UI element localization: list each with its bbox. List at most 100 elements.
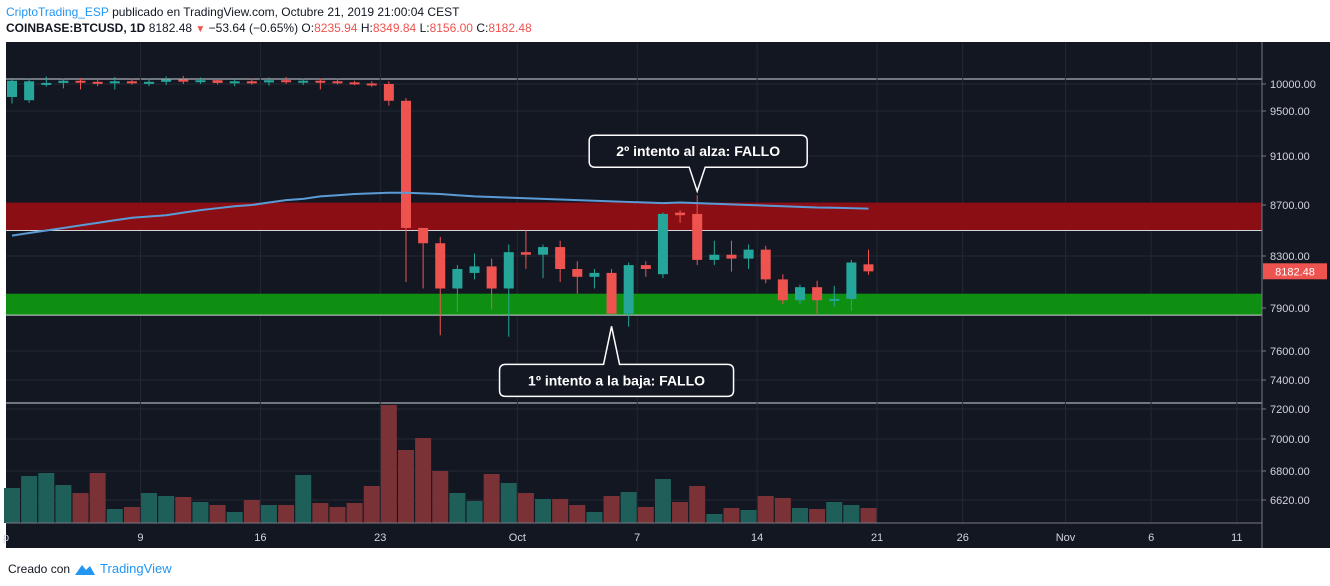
candle-body [24, 81, 35, 101]
close-value: 8182.48 [488, 21, 532, 35]
candle-body [503, 252, 514, 289]
volume-bar [363, 486, 380, 523]
candle-body [812, 287, 823, 301]
candle-body [606, 272, 617, 314]
volume-bar [843, 505, 860, 523]
published-text: publicado en TradingView.com, Octubre 21… [112, 5, 460, 19]
candle-body [520, 252, 531, 255]
moving-average-line [11, 191, 869, 237]
x-tick-label: 7 [634, 532, 640, 544]
volume-bars [4, 405, 877, 523]
candle-body [7, 80, 17, 97]
candle-body [298, 80, 309, 83]
y-tick-label: 6620.00 [1270, 495, 1310, 507]
volume-bar [637, 507, 654, 523]
volume-bar [21, 476, 38, 523]
volume-bar [466, 501, 483, 523]
volume-bar [72, 493, 89, 523]
annotation-text: 2º intento al alza: FALLO [616, 143, 780, 159]
volume-bar [586, 512, 603, 523]
candle-body [640, 265, 651, 269]
candle-body [178, 79, 189, 82]
candle-body [332, 81, 343, 84]
y-tick-label: 7200.00 [1270, 404, 1310, 416]
down-arrow-icon: ▼ [195, 24, 206, 35]
annotation-text: 1º intento a la baja: FALLO [528, 372, 705, 388]
candle-body [589, 272, 600, 277]
y-tick-label: 10000.00 [1270, 79, 1316, 91]
candle-body [418, 227, 429, 244]
time-axis[interactable]: p 9 16 23 Oct 7 14 21 26 Nov 6 11 [3, 522, 1262, 544]
y-tick-label: 8300.00 [1270, 251, 1310, 263]
y-tick-label: 7900.00 [1270, 303, 1310, 315]
footer: Creado con TradingView [8, 561, 172, 576]
volume-bar [415, 438, 432, 523]
volume-bar [603, 496, 620, 523]
annotation-callout [498, 326, 735, 398]
candle-body [657, 213, 668, 275]
x-tick-label: Nov [1056, 532, 1076, 544]
candle-body [486, 266, 497, 289]
volume-bar [260, 505, 277, 523]
candle-body [623, 265, 634, 314]
volume-bar [449, 493, 466, 523]
volume-bar [226, 512, 243, 523]
tradingview-link[interactable]: TradingView [100, 561, 172, 576]
x-tick-label: p [3, 532, 9, 544]
volume-bar [757, 496, 774, 523]
volume-bar [569, 505, 586, 523]
candle-body [144, 81, 155, 84]
author-link[interactable]: CriptoTrading_ESP [6, 5, 109, 19]
candle-body [709, 254, 720, 260]
volume-bar [158, 496, 175, 523]
candle-body [555, 247, 566, 269]
candle-body [435, 243, 446, 289]
volume-bar [483, 474, 500, 523]
volume-bar [295, 475, 312, 523]
candle-body [383, 84, 394, 101]
volume-bar [654, 479, 671, 523]
price-change: −53.64 (−0.65%) [208, 21, 299, 35]
volume-bar [89, 473, 106, 523]
last-price-label: 8182.48 [1275, 266, 1315, 278]
volume-bar [689, 486, 706, 523]
x-tick-label: 23 [374, 532, 386, 544]
x-tick-label: 14 [751, 532, 763, 544]
resistance-zone [6, 202, 1262, 231]
volume-bar [55, 485, 72, 523]
volume-bar [740, 510, 757, 523]
support-zone [6, 293, 1262, 316]
candles [7, 75, 874, 337]
x-tick-label: 9 [137, 532, 143, 544]
symbol-label: COINBASE:BTCUSD, 1D [6, 21, 146, 35]
candle-body [263, 80, 274, 83]
high-value: 8349.84 [372, 21, 417, 35]
volume-bar [500, 483, 517, 523]
candle-body [126, 81, 137, 84]
volume-bar [620, 492, 637, 523]
x-tick-label: 11 [1231, 532, 1242, 544]
x-tick-label: 6 [1148, 532, 1154, 544]
candle-body [452, 269, 463, 289]
volume-bar [809, 509, 826, 523]
volume-bar [672, 502, 689, 523]
candle-body [572, 269, 583, 277]
volume-bar [517, 493, 534, 523]
volume-bar [175, 497, 192, 523]
header-row-2: COINBASE:BTCUSD, 1D 8182.48 ▼ −53.64 (−0… [6, 20, 532, 38]
chart-header: CriptoTrading_ESP publicado en TradingVi… [6, 4, 532, 38]
volume-bar [192, 502, 209, 523]
candle-body [212, 80, 223, 83]
annotations: 2º intento al alza: FALLO 1º intento a la… [498, 134, 808, 398]
axis-background [1262, 42, 1330, 523]
price-axis[interactable]: 10000.00 9500.00 9100.00 8700.00 8300.00 7900… [1261, 42, 1327, 548]
y-tick-label: 9500.00 [1270, 106, 1310, 118]
volume-bar [312, 503, 329, 523]
candle-body [538, 247, 549, 255]
volume-bar [826, 502, 843, 523]
candle-body [846, 262, 857, 299]
volume-bar [535, 499, 552, 523]
candle-body [777, 279, 788, 301]
candle-body [58, 80, 69, 83]
